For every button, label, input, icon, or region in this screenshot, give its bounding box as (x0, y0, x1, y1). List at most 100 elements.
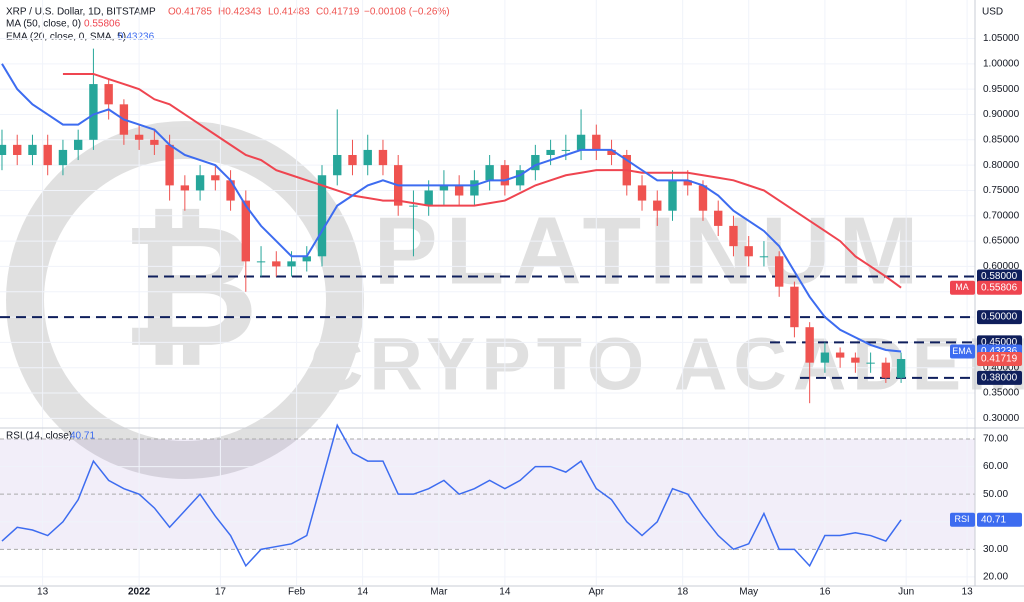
series-tag: RSI (954, 514, 969, 524)
level-label-box (977, 370, 1022, 385)
last-price-label-box (977, 352, 1022, 367)
x-tick-label: 2022 (128, 587, 151, 598)
x-tick-label: Jun (898, 587, 914, 598)
x-tick-label: Apr (589, 587, 605, 598)
candle-body (729, 225, 738, 247)
x-tick-label: Feb (288, 587, 306, 598)
candle-body (439, 185, 449, 191)
y-tick-label: 30.00 (983, 544, 1008, 555)
candle-body (58, 149, 68, 166)
candle-body (211, 175, 220, 181)
level-label-box (977, 310, 1022, 325)
candle-body (744, 246, 753, 257)
candle-body (637, 185, 647, 201)
x-tick-label: Mar (430, 587, 448, 598)
watermark-text: PLATINUM (374, 197, 927, 304)
rsi-legend-value: 40.71 (70, 431, 95, 442)
candle-body (881, 362, 891, 378)
last-price-label: 0.41719 (981, 354, 1018, 365)
series-tag-box (950, 280, 975, 295)
candle-body (409, 205, 418, 207)
candle-body (835, 352, 845, 358)
level-label: 0.45000 (981, 337, 1018, 348)
candle-body (73, 139, 83, 150)
candle-body (89, 84, 98, 140)
candle-body (104, 84, 113, 105)
y-tick-label: 0.90000 (983, 109, 1020, 120)
y-tick-label: 1.05000 (983, 33, 1020, 44)
y-tick-label: 0.65000 (983, 236, 1020, 247)
x-tick-label: 13 (962, 587, 974, 598)
candle-body (424, 190, 433, 206)
y-tick-label: 60.00 (983, 461, 1008, 472)
candle-body (165, 144, 174, 186)
ohlc-open: O0.41785 (168, 7, 212, 18)
ema-legend-value: 0.43236 (118, 32, 155, 43)
candle-body (333, 154, 342, 176)
y-tick-label: 0.80000 (983, 160, 1020, 171)
candle-body (592, 134, 601, 150)
ma-legend-value: 0.55806 (84, 19, 121, 30)
symbol: XRP / U.S. Dollar, 1D, BITSTAMP (6, 7, 156, 18)
series-value-label: 0.55806 (981, 282, 1018, 293)
candle-body (576, 134, 586, 150)
series-tag: EMA (952, 346, 972, 356)
level-label: 0.58000 (981, 271, 1018, 282)
series-value-label-box (977, 280, 1022, 295)
level-label: 0.38000 (981, 372, 1018, 383)
x-tick-label: 14 (499, 587, 511, 598)
candle-body (378, 149, 388, 166)
candle-body (302, 256, 311, 262)
candle-body (896, 359, 906, 378)
candle-body (241, 200, 250, 262)
candle-body (668, 180, 677, 211)
candle-body (195, 175, 205, 191)
watermark: ₿ PLATINUM CRYPTO ACADEMY (6, 121, 1024, 479)
indicator-line (1, 63, 902, 353)
candle-body (561, 149, 571, 151)
candle-body (698, 185, 708, 211)
series-tag: MA (955, 282, 969, 292)
watermark-logo-glyph: ₿ (121, 192, 260, 382)
candle-body (134, 134, 144, 140)
y-tick-label: 0.85000 (983, 134, 1020, 145)
candle-body (0, 144, 7, 155)
y-tick-label: 0.60000 (983, 261, 1020, 272)
y-tick-label: 0.30000 (983, 413, 1020, 424)
candle-body (500, 165, 510, 186)
y-tick-label: 0.70000 (983, 210, 1020, 221)
ohlc-change: −0.00108 (−0.26%) (364, 7, 450, 18)
candle-body (226, 180, 235, 201)
ma-legend: MA (50, close, 0) (6, 19, 81, 30)
ema-legend: EMA (20, close, 0, SMA, 5) (6, 32, 126, 43)
x-tick-label: 18 (677, 587, 689, 598)
rsi-line (1, 423, 902, 568)
y-tick-label: 0.35000 (983, 388, 1020, 399)
candle-body (790, 286, 799, 328)
x-tick-label: 17 (215, 587, 227, 598)
rsi-value-label-box (977, 512, 1022, 527)
candle-body (470, 180, 479, 196)
candle-body (150, 139, 159, 145)
series-tag-box (950, 344, 975, 359)
candle-body (820, 352, 830, 363)
candle-body (13, 144, 22, 155)
candle-body (485, 165, 494, 181)
ohlc-high: H0.42343 (218, 7, 262, 18)
x-tick-label: 14 (357, 587, 369, 598)
y-tick-label: 1.00000 (983, 58, 1020, 69)
y-tick-label: 0.75000 (983, 185, 1020, 196)
candle-body (607, 149, 616, 155)
candle-body (180, 185, 190, 191)
candle-body (546, 149, 555, 155)
level-label-box (977, 269, 1022, 284)
candle-body (774, 256, 784, 287)
candle-body (531, 154, 540, 171)
candle-body (256, 261, 266, 263)
candle-body (805, 327, 814, 363)
candle-body (714, 210, 723, 226)
indicator-line (62, 72, 902, 289)
candle-body (272, 261, 281, 267)
x-tick-label: May (739, 587, 758, 598)
